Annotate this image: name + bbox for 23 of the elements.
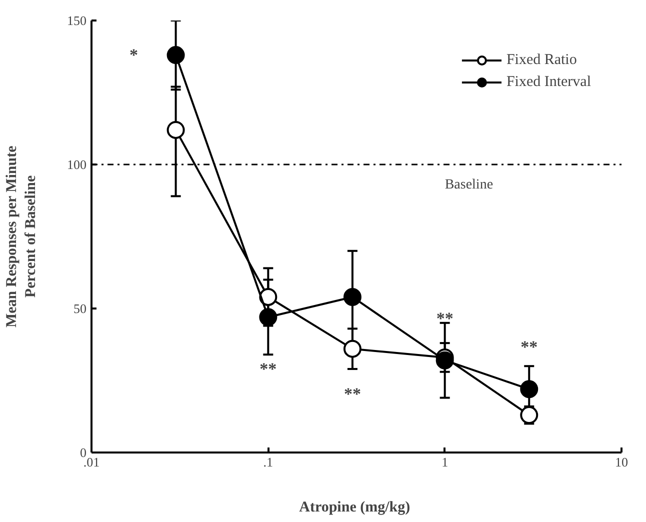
point [520,380,538,398]
x-tick-label: .1 [263,454,274,470]
y-tick-label: 50 [74,301,86,316]
y-axis-title: Mean Responses per Minute Percent of Baseline [4,145,39,328]
annotation: ** [436,308,454,328]
point [343,340,362,358]
point [166,120,185,139]
x-tick-label: 10 [615,454,628,470]
y-tick-label: 100 [67,157,86,172]
legend-label: Fixed Ratio [506,52,577,68]
point [520,406,538,424]
annotation: ** [344,384,361,404]
x-axis-title: Atropine (mg/kg) [299,500,410,516]
y-tick-label: 150 [67,13,86,28]
annotation: * [130,46,138,65]
ref-line-label: Baseline [444,178,494,192]
point [166,46,185,64]
annotation: ** [260,360,277,379]
point [343,288,362,306]
annotation: ** [520,338,538,357]
legend-label: Fixed Interval [506,74,591,90]
x-tick-label: 1 [442,454,448,470]
y-tick-label: 0 [80,445,86,460]
